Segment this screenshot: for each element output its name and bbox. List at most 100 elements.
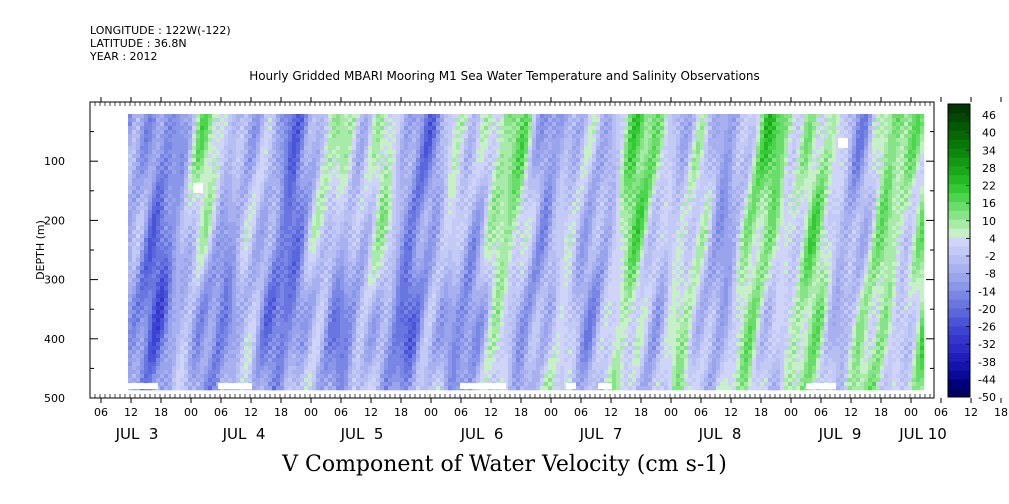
heatmap-cell [332, 274, 337, 279]
heatmap-cell [136, 150, 141, 155]
heatmap-cell [320, 278, 325, 283]
heatmap-cell [308, 310, 313, 315]
heatmap-cell [132, 238, 137, 243]
heatmap-cell [156, 186, 161, 191]
heatmap-cell [296, 282, 301, 287]
heatmap-cell [316, 222, 321, 227]
heatmap-cell [228, 242, 233, 247]
heatmap-cell [260, 170, 265, 175]
heatmap-cell [172, 230, 177, 235]
heatmap-cell [228, 254, 233, 259]
heatmap-cell [224, 238, 229, 243]
heatmap-cell [280, 118, 285, 123]
heatmap-cell [412, 314, 417, 319]
heatmap-cell [332, 374, 337, 379]
heatmap-cell [276, 154, 281, 159]
heatmap-cell [372, 230, 377, 235]
heatmap-cell [160, 226, 165, 231]
heatmap-cell [216, 166, 221, 171]
heatmap-cell [360, 162, 365, 167]
heatmap-cell [324, 190, 329, 195]
heatmap-cell [284, 346, 289, 351]
heatmap-cell [172, 130, 177, 135]
heatmap-cell [360, 278, 365, 283]
heatmap-cell [392, 278, 397, 283]
heatmap-cell [160, 290, 165, 295]
heatmap-cell [172, 138, 177, 143]
heatmap-cell [376, 350, 381, 355]
heatmap-cell [308, 282, 313, 287]
heatmap-cell [164, 138, 169, 143]
heatmap-cell [232, 222, 237, 227]
heatmap-cell [316, 334, 321, 339]
heatmap-cell [156, 298, 161, 303]
heatmap-cell [316, 318, 321, 323]
heatmap-cell [300, 170, 305, 175]
heatmap-cell [236, 210, 241, 215]
heatmap-cell [328, 190, 333, 195]
heatmap-cell [288, 130, 293, 135]
heatmap-cell [156, 346, 161, 351]
heatmap-cell [312, 234, 317, 239]
heatmap-cell [280, 322, 285, 327]
heatmap-cell [232, 374, 237, 379]
heatmap-cell [204, 378, 209, 383]
heatmap-cell [336, 198, 341, 203]
heatmap-cell [400, 210, 405, 215]
heatmap-cell [412, 270, 417, 275]
heatmap-cell [220, 146, 225, 151]
heatmap-cell [372, 318, 377, 323]
heatmap-cell [332, 386, 337, 391]
heatmap-cell [276, 242, 281, 247]
heatmap-cell [400, 258, 405, 263]
heatmap-cell [284, 186, 289, 191]
heatmap-cell [408, 134, 413, 139]
heatmap-cell [260, 250, 265, 255]
heatmap-cell [180, 242, 185, 247]
heatmap-cell [356, 250, 361, 255]
heatmap-cell [304, 270, 309, 275]
heatmap-cell [136, 334, 141, 339]
heatmap-cell [392, 294, 397, 299]
heatmap-cell [128, 330, 133, 335]
heatmap-cell [160, 122, 165, 127]
heatmap-cell [300, 346, 305, 351]
heatmap-cell [216, 174, 221, 179]
heatmap-cell [244, 198, 249, 203]
heatmap-cell [268, 166, 273, 171]
heatmap-cell [292, 146, 297, 151]
heatmap-cell [384, 378, 389, 383]
heatmap-cell [148, 362, 153, 367]
heatmap-cell [148, 206, 153, 211]
heatmap-cell [240, 338, 245, 343]
heatmap-cell [236, 338, 241, 343]
heatmap-cell [304, 262, 309, 267]
heatmap-cell [372, 294, 377, 299]
heatmap-cell [364, 210, 369, 215]
heatmap-cell [248, 278, 253, 283]
heatmap-cell [392, 374, 397, 379]
heatmap-cell [368, 138, 373, 143]
heatmap-cell [208, 254, 213, 259]
heatmap-cell [184, 366, 189, 371]
heatmap-cell [344, 254, 349, 259]
heatmap-cell [152, 366, 157, 371]
heatmap-cell [136, 118, 141, 123]
heatmap-cell [140, 350, 145, 355]
heatmap-cell [184, 134, 189, 139]
heatmap-cell [364, 266, 369, 271]
heatmap-cell [368, 142, 373, 147]
heatmap-cell [332, 234, 337, 239]
heatmap-cell [312, 186, 317, 191]
heatmap-cell [172, 118, 177, 123]
heatmap-cell [316, 218, 321, 223]
heatmap-cell [188, 338, 193, 343]
heatmap-cell [284, 294, 289, 299]
heatmap-cell [136, 242, 141, 247]
heatmap-cell [260, 210, 265, 215]
heatmap-cell [264, 230, 269, 235]
heatmap-cell [336, 258, 341, 263]
heatmap-cell [192, 326, 197, 331]
heatmap-cell [296, 266, 301, 271]
heatmap-cell [256, 322, 261, 327]
